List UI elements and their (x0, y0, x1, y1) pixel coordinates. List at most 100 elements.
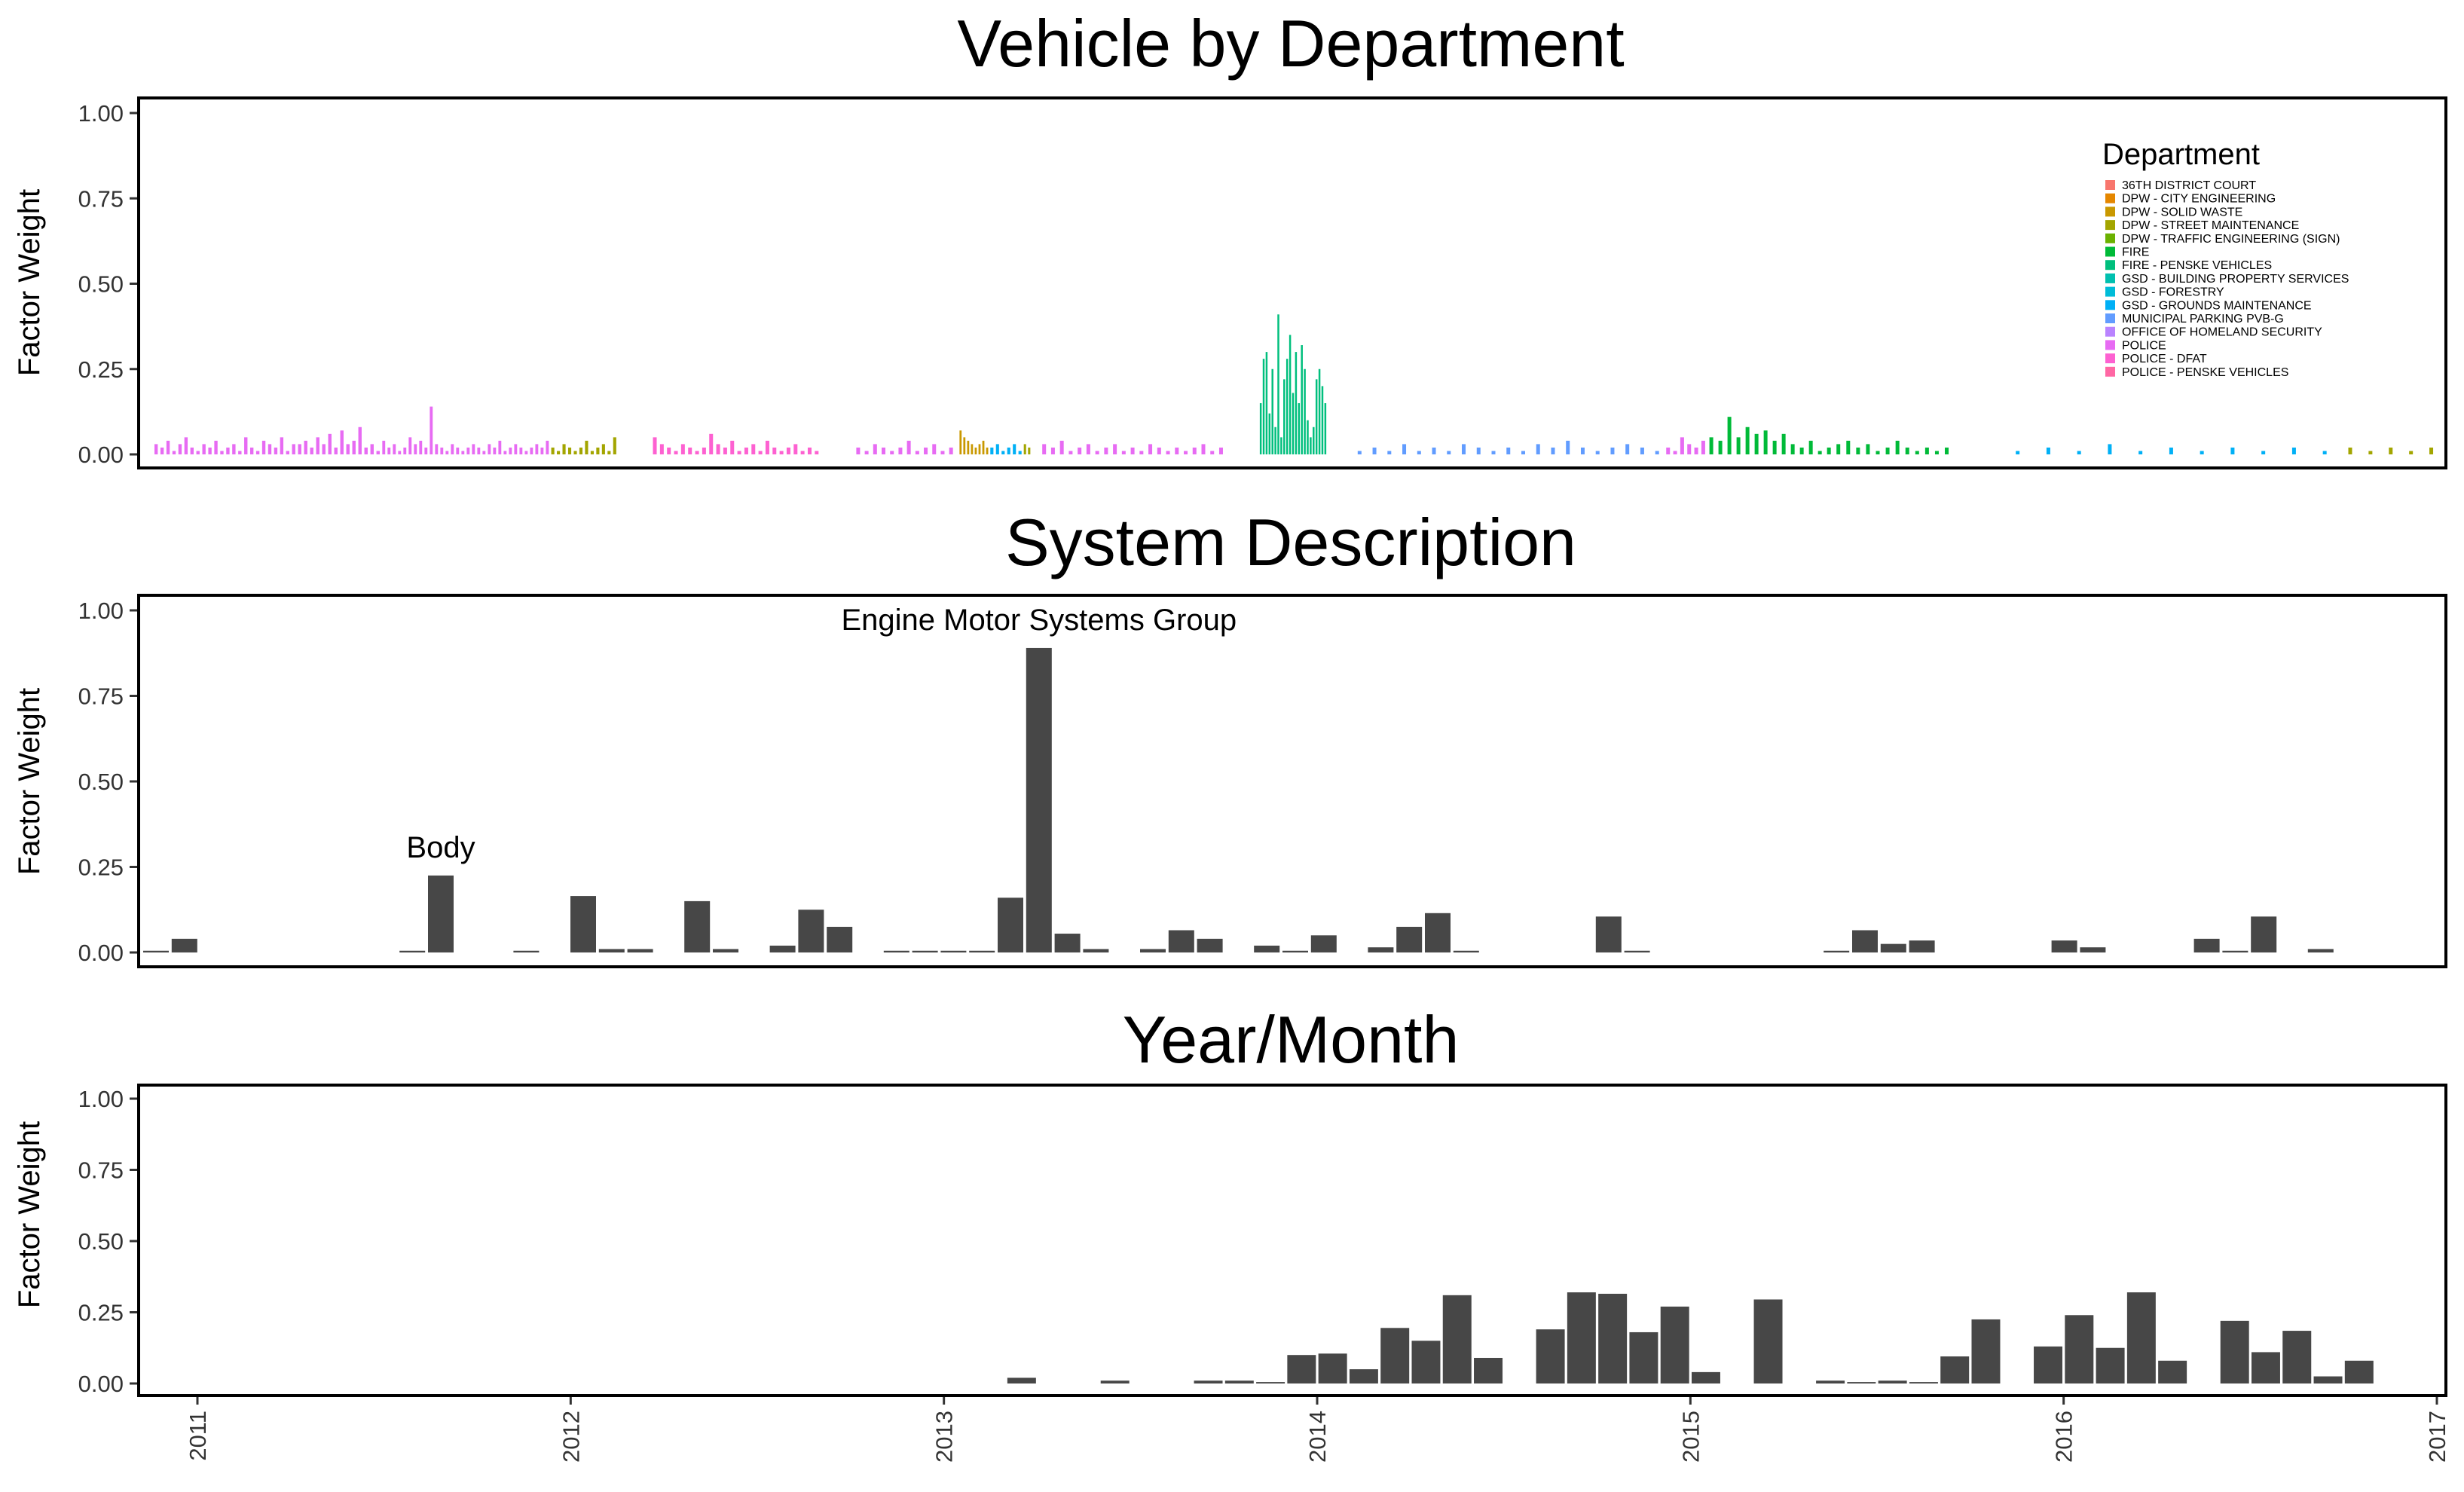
bar (322, 444, 326, 454)
bar (982, 440, 985, 454)
bar (1280, 437, 1282, 454)
bar (730, 440, 735, 454)
bar (695, 451, 699, 454)
x-tick-label: 2017 (2424, 1411, 2450, 1463)
bar (1289, 335, 1292, 454)
legend-swatch (2105, 233, 2115, 243)
bar (990, 447, 994, 454)
bar (713, 949, 738, 952)
bar (1259, 403, 1262, 454)
bar (196, 451, 200, 454)
bar (1295, 352, 1298, 454)
bar (1197, 938, 1223, 952)
bar (456, 447, 460, 454)
bar (1201, 444, 1206, 454)
bar (160, 447, 164, 454)
y-tick-label: 0.00 (78, 940, 124, 966)
bar (709, 433, 714, 454)
bar (477, 447, 481, 454)
bar (430, 406, 433, 454)
bar (1349, 1369, 1378, 1383)
bar (1447, 451, 1451, 454)
bar (370, 444, 374, 454)
bar (364, 447, 368, 454)
bar (963, 437, 966, 454)
bar (1971, 1319, 2001, 1383)
bar (1113, 444, 1117, 454)
bar (2169, 447, 2173, 454)
panel-year-month: Year/Month Factor Weight 0.00 0.25 0.50 0.7… (13, 1002, 2450, 1463)
bar (667, 447, 671, 454)
bar (2313, 1376, 2343, 1383)
bar (1148, 444, 1153, 454)
annotation-label: Engine Motor Systems Group (841, 604, 1237, 637)
bar (1666, 447, 1671, 454)
legend-swatch (2105, 246, 2115, 257)
panel-title: System Description (1005, 505, 1576, 579)
bar (1310, 437, 1312, 454)
bar (716, 444, 720, 454)
bar (1023, 444, 1026, 454)
bar (1357, 451, 1362, 454)
bar (2251, 916, 2277, 952)
bar (1824, 950, 1850, 952)
y-tick-label: 0.00 (78, 1371, 124, 1397)
bar (684, 900, 711, 952)
bar (1321, 386, 1324, 454)
bar (1411, 1341, 1441, 1383)
bar (440, 447, 444, 454)
bar (519, 447, 523, 454)
x-tick-label: 2015 (1677, 1411, 1704, 1463)
bar (1506, 447, 1511, 454)
bar (387, 447, 391, 454)
bar (399, 950, 426, 952)
bar (1909, 940, 1935, 952)
bar (1909, 1382, 1938, 1383)
bar (445, 451, 449, 454)
y-tick-label: 1.00 (78, 1086, 124, 1112)
bar (249, 447, 254, 454)
bar (1567, 1292, 1596, 1383)
bar (2065, 1315, 2094, 1383)
bar (864, 451, 869, 454)
bar (1945, 447, 1949, 454)
bar (310, 447, 313, 454)
bar (1536, 1329, 1565, 1383)
bar (451, 444, 454, 454)
y-tick-label: 0.50 (78, 271, 124, 298)
bar (1895, 440, 1900, 454)
bar (1640, 447, 1644, 454)
bar (967, 440, 970, 454)
bar (1121, 451, 1126, 454)
bar (1846, 440, 1851, 454)
x-tick-label: 2013 (931, 1411, 958, 1463)
bar (1885, 447, 1890, 454)
y-axis-label: Factor Weight (13, 1121, 46, 1308)
legend-swatch (2105, 193, 2115, 203)
bar (1727, 417, 1732, 454)
bar (924, 447, 928, 454)
y-axis-ticks: 0.00 0.25 0.50 0.75 1.00 (78, 1086, 139, 1397)
bar (959, 430, 962, 454)
bar (1836, 444, 1841, 454)
bar (346, 444, 350, 454)
panel-system-description: System Description Factor Weight 0.00 0.2… (13, 505, 2447, 968)
bar (827, 926, 853, 952)
bar (1301, 345, 1303, 454)
legend-label: OFFICE OF HOMELAND SECURITY (2122, 326, 2322, 339)
bar (1078, 447, 1082, 454)
bar (1262, 359, 1265, 454)
bar (472, 444, 475, 454)
bars (154, 314, 2434, 454)
bar (524, 451, 528, 454)
bar (1880, 943, 1906, 952)
bar (1013, 444, 1016, 454)
bar (340, 430, 344, 454)
bar (2348, 447, 2352, 454)
bar (503, 451, 507, 454)
legend-label: DPW - CITY ENGINEERING (2122, 193, 2276, 206)
legend-label: DPW - SOLID WASTE (2122, 206, 2242, 219)
bar (172, 451, 176, 454)
